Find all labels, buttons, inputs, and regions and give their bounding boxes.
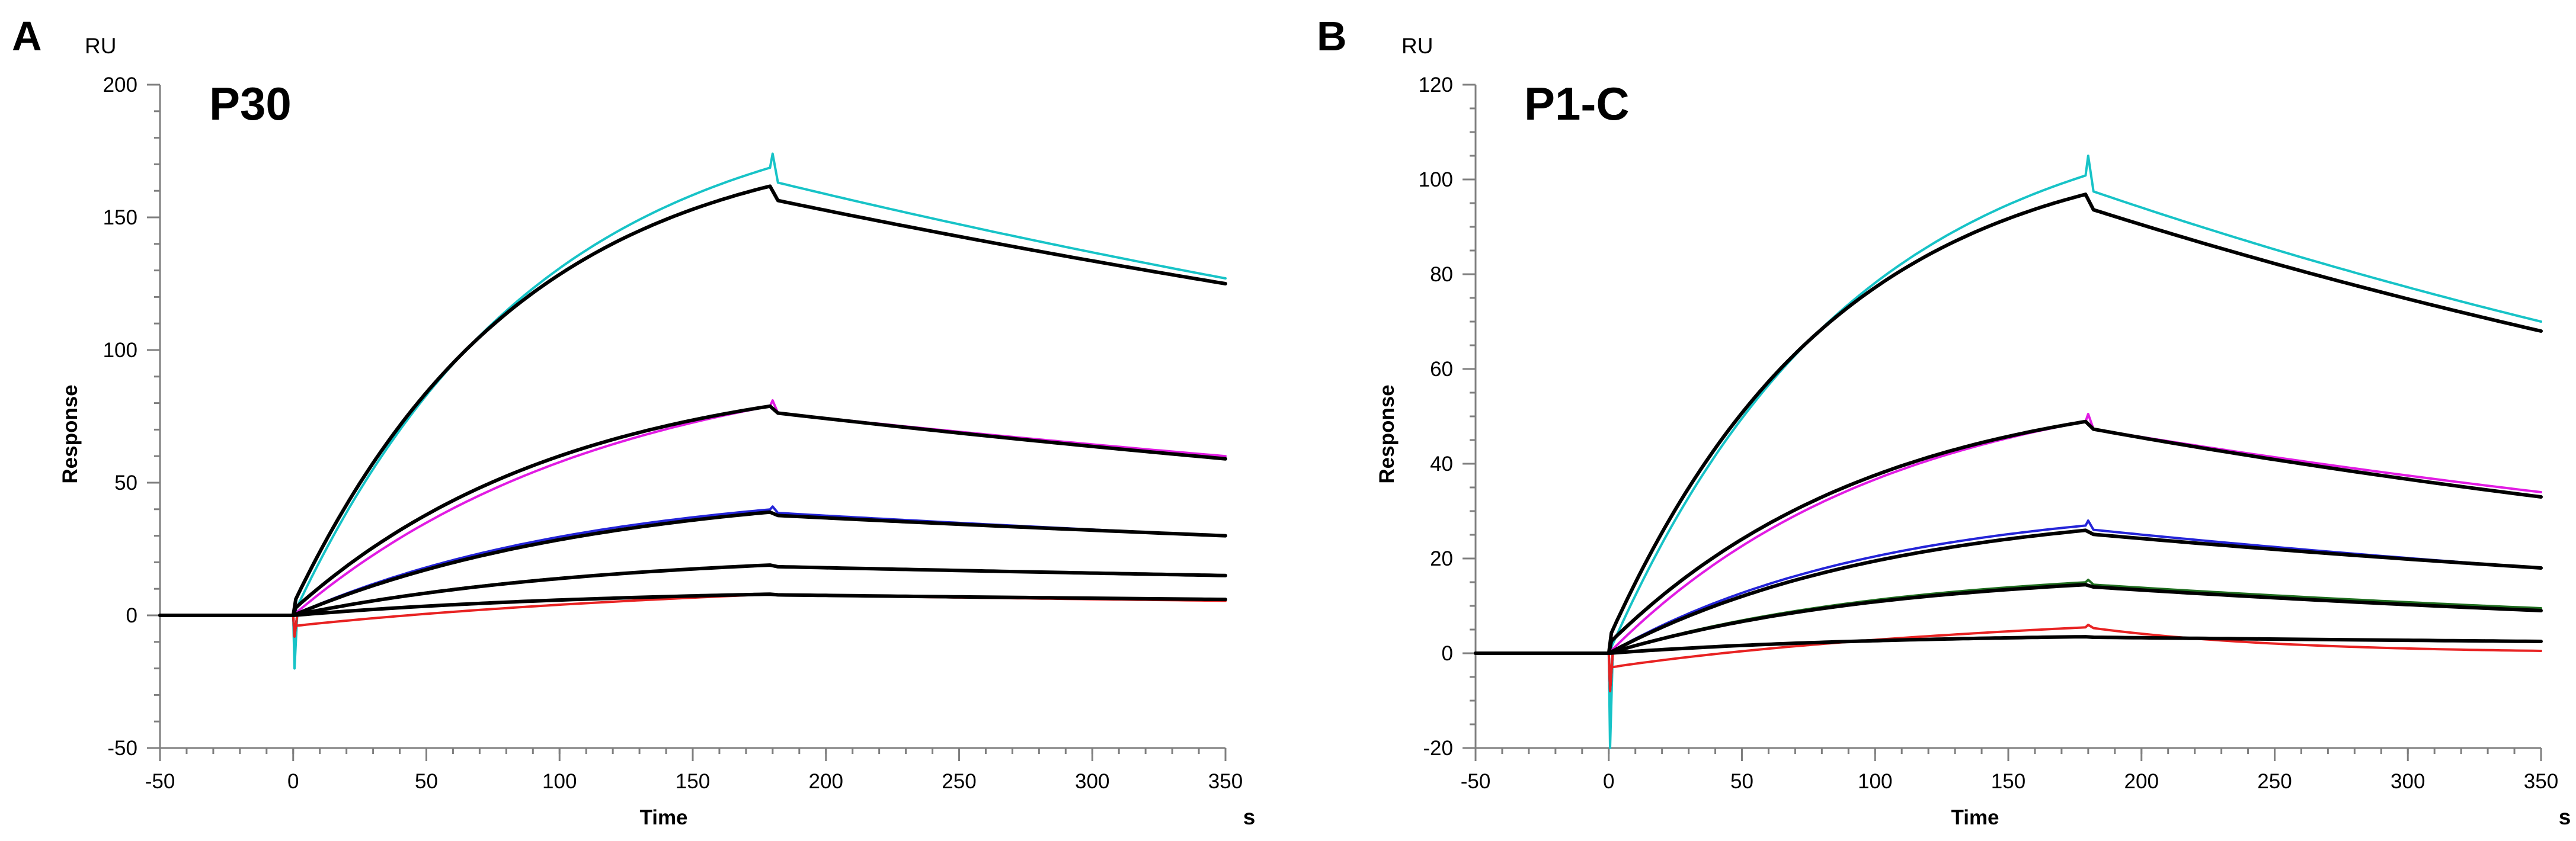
panel-a: A RU P30 Response Time s -50 0 50 100 150 200… bbox=[12, 13, 1255, 829]
series-layer bbox=[158, 152, 1227, 670]
x-axis-title: Time bbox=[639, 806, 687, 829]
x-unit-label: s bbox=[1243, 805, 1256, 829]
fit-series-line bbox=[1474, 635, 2543, 655]
x-tick-label: 150 bbox=[676, 770, 710, 793]
x-tick-label: -50 bbox=[1461, 770, 1491, 793]
x-tick-label: 150 bbox=[1991, 770, 2025, 793]
measured-series-line bbox=[159, 564, 1227, 638]
x-tick-label: 50 bbox=[415, 770, 438, 793]
measured-series-line bbox=[159, 593, 1227, 638]
fit-series-line bbox=[158, 592, 1227, 617]
series-layer bbox=[1474, 155, 2543, 749]
y-tick-label: 0 bbox=[1442, 642, 1453, 665]
x-unit-label: s bbox=[2559, 805, 2571, 829]
panel-letter: A bbox=[12, 13, 42, 59]
y-tick-label: 100 bbox=[1419, 168, 1453, 191]
measured-series-line bbox=[1474, 624, 2542, 692]
chart-title: P30 bbox=[209, 78, 292, 130]
x-tick-label: 200 bbox=[2124, 770, 2159, 793]
fit-series-line bbox=[158, 404, 1227, 617]
x-tick-label: 300 bbox=[2391, 770, 2425, 793]
y-tick-label: 200 bbox=[103, 73, 137, 97]
x-tick-label: 350 bbox=[2524, 770, 2558, 793]
axes: -50 0 50 100 150 200 -50 0 50 100 150 200 250 300 350 bbox=[103, 73, 1243, 793]
x-tick-label: 50 bbox=[1730, 770, 1753, 793]
y-unit-label: RU bbox=[85, 34, 116, 58]
x-tick-label: 250 bbox=[942, 770, 976, 793]
y-tick-label: 50 bbox=[114, 471, 137, 495]
panel-b: B RU P1-C Response Time s -20 0 20 40 60 80 10… bbox=[1317, 13, 2571, 829]
measured-series-line bbox=[1474, 155, 2542, 749]
x-tick-label: -50 bbox=[145, 770, 175, 793]
panel-letter: B bbox=[1317, 13, 1347, 59]
y-tick-label: 40 bbox=[1430, 452, 1453, 476]
x-tick-label: 250 bbox=[2257, 770, 2292, 793]
chart-title: P1-C bbox=[1524, 78, 1630, 130]
y-tick-label: 80 bbox=[1430, 263, 1453, 286]
measured-series-line bbox=[1474, 413, 2542, 692]
fit-series-line bbox=[1474, 192, 2543, 655]
fit-series-line bbox=[1474, 528, 2543, 655]
y-axis-title: Response bbox=[1375, 384, 1399, 483]
fit-series-line bbox=[158, 563, 1227, 617]
y-unit-label: RU bbox=[1401, 34, 1433, 58]
x-tick-label: 0 bbox=[287, 770, 299, 793]
x-tick-label: 100 bbox=[542, 770, 577, 793]
fit-series-line bbox=[158, 510, 1227, 617]
y-tick-label: 20 bbox=[1430, 547, 1453, 570]
y-axis-title: Response bbox=[59, 384, 82, 483]
fit-series-line bbox=[158, 184, 1227, 617]
y-tick-label: 0 bbox=[126, 604, 137, 627]
y-tick-label: -50 bbox=[107, 737, 137, 760]
x-tick-label: 200 bbox=[809, 770, 843, 793]
x-tick-label: 0 bbox=[1603, 770, 1614, 793]
x-tick-label: 100 bbox=[1858, 770, 1892, 793]
measured-series-line bbox=[1474, 519, 2542, 692]
x-axis-title: Time bbox=[1951, 806, 1999, 829]
x-tick-label: 350 bbox=[1208, 770, 1243, 793]
y-tick-label: 60 bbox=[1430, 358, 1453, 381]
y-tick-label: 150 bbox=[103, 206, 137, 229]
y-tick-label: 100 bbox=[103, 339, 137, 362]
y-tick-label: -20 bbox=[1423, 737, 1453, 760]
measured-series-line bbox=[159, 152, 1227, 670]
axes: -20 0 20 40 60 80 100 120 -50 0 50 100 150 200 250 300 3… bbox=[1419, 73, 2559, 793]
fit-series-line bbox=[1474, 583, 2543, 655]
x-tick-label: 300 bbox=[1075, 770, 1109, 793]
y-tick-label: 120 bbox=[1419, 73, 1453, 97]
fit-series-line bbox=[1474, 419, 2543, 655]
